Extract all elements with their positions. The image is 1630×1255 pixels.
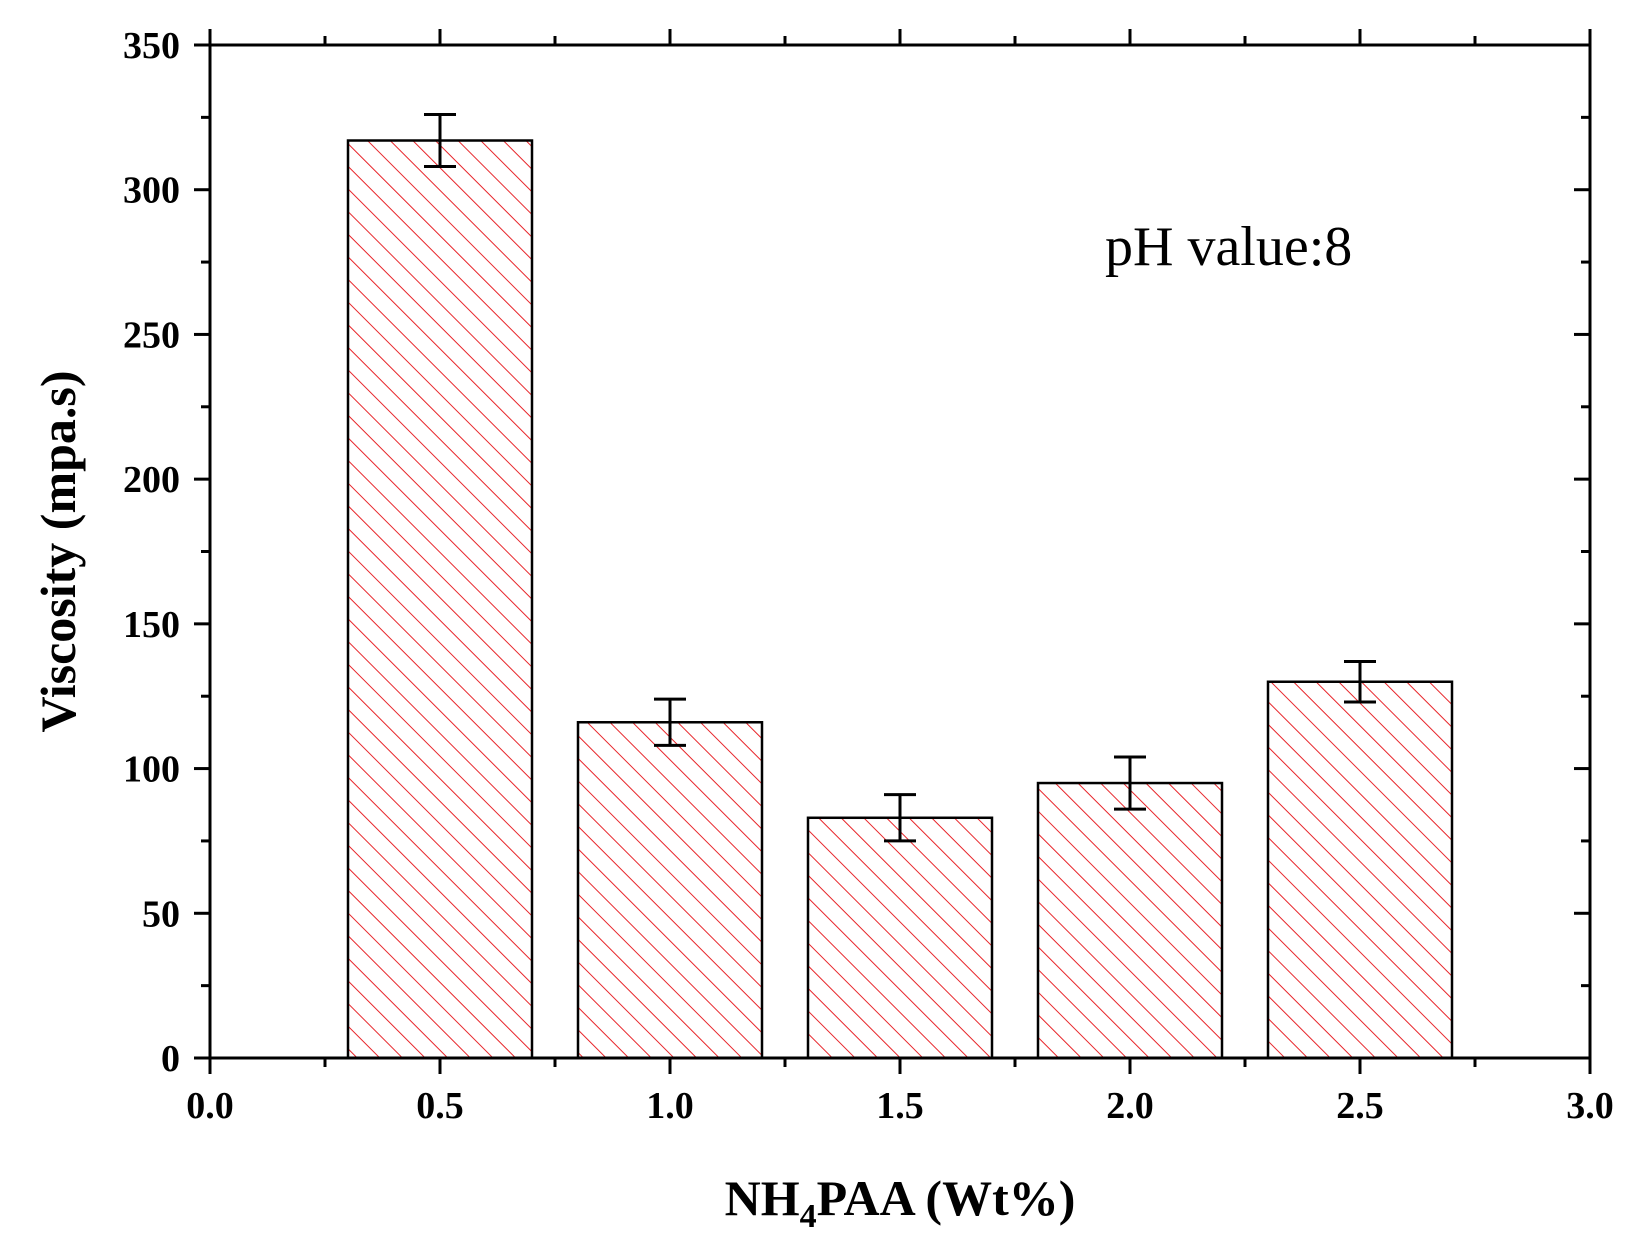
error-bar-1-5 — [884, 793, 916, 843]
x-axis-label-main: NH — [725, 1170, 800, 1226]
x-tick-label: 2.5 — [1336, 1085, 1384, 1127]
y-tick-label: 350 — [123, 25, 180, 67]
x-tick-label: 0.0 — [186, 1085, 234, 1127]
x-tick-label: 1.5 — [876, 1085, 924, 1127]
error-bar-1 — [654, 697, 686, 747]
y-tick-label: 150 — [123, 604, 180, 646]
x-tick-labels: 0.0 0.5 1.0 1.5 2.0 2.5 3.0 — [186, 1085, 1614, 1127]
x-axis-label-rest: PAA (Wt%) — [817, 1170, 1076, 1226]
y-tick-label: 200 — [123, 459, 180, 501]
x-tick-label: 1.0 — [646, 1085, 694, 1127]
x-axis-label-subscript: 4 — [800, 1198, 817, 1235]
x-tick-label: 0.5 — [416, 1085, 464, 1127]
bars-layer — [346, 139, 1454, 1060]
bar-2 — [1036, 781, 1224, 1060]
y-tick-label: 50 — [142, 893, 180, 935]
bar-1-5 — [806, 816, 994, 1060]
y-tick-label: 300 — [123, 170, 180, 212]
ticks-layer — [194, 29, 1592, 1074]
bar-1 — [576, 721, 764, 1060]
y-axis-label: Viscosity (mpa.s) — [30, 370, 86, 732]
error-bars-layer — [424, 112, 1376, 843]
error-bar-0-5 — [424, 112, 456, 169]
bar-2-5 — [1266, 680, 1454, 1060]
y-tick-label: 0 — [161, 1038, 180, 1080]
bar-0-5 — [346, 139, 534, 1060]
x-axis-label: NH4PAA (Wt%) — [725, 1170, 1076, 1235]
y-tick-label: 250 — [123, 314, 180, 356]
x-tick-label: 2.0 — [1106, 1085, 1154, 1127]
x-tick-label: 3.0 — [1566, 1085, 1614, 1127]
error-bar-2-5 — [1344, 659, 1376, 704]
annotation-ph-value: pH value:8 — [1105, 216, 1352, 278]
y-tick-labels: 0 50 100 150 200 250 300 350 — [123, 25, 180, 1080]
error-bar-2 — [1114, 755, 1146, 811]
y-tick-label: 100 — [123, 749, 180, 791]
